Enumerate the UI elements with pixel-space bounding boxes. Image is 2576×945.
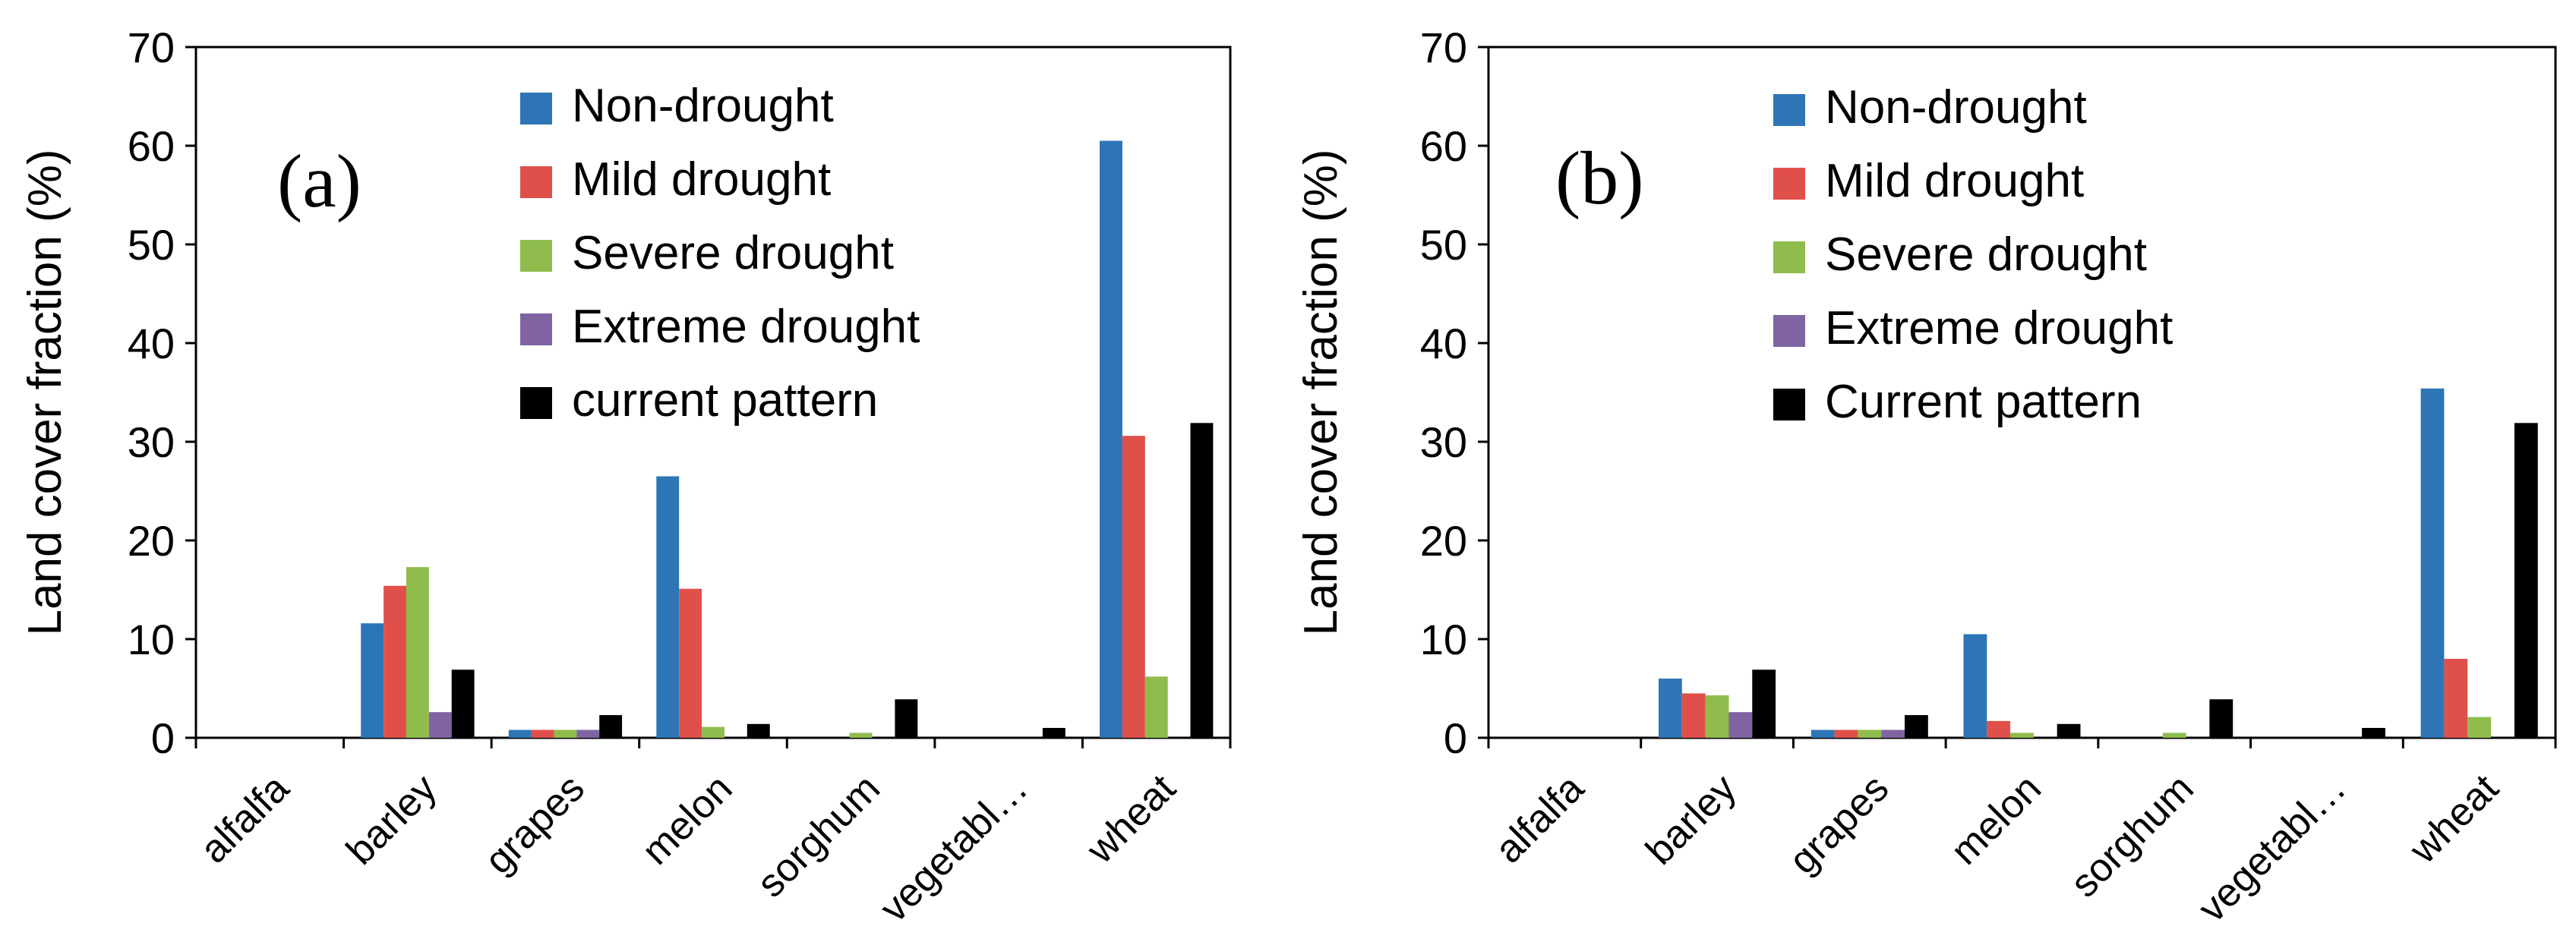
bar-current-pattern-wheat xyxy=(2514,423,2538,738)
legend-swatch-severe-drought xyxy=(1773,241,1805,273)
legend-swatch-severe-drought xyxy=(520,240,552,272)
legend-label-severe-drought: Severe drought xyxy=(572,227,894,279)
bar-non-drought-melon xyxy=(1963,634,1987,738)
y-tick-label: 60 xyxy=(128,122,175,170)
bar-non-drought-grapes xyxy=(1810,729,1835,738)
y-tick-label: 20 xyxy=(1420,517,1467,565)
legend-label-non-drought: Non-drought xyxy=(1825,81,2087,134)
legend-swatch-current-pattern xyxy=(520,387,552,419)
y-tick-label: 10 xyxy=(1420,616,1467,663)
bar-mild-drought-wheat xyxy=(2444,659,2468,738)
bar-non-drought-grapes xyxy=(508,729,532,738)
y-tick-label: 70 xyxy=(1420,24,1467,71)
bar-severe-drought-barley xyxy=(1705,695,1729,738)
bar-current-pattern-grapes xyxy=(599,715,623,738)
x-tick-label: melon xyxy=(633,766,740,873)
legend-label-severe-drought: Severe drought xyxy=(1825,228,2147,281)
bar-mild-drought-melon xyxy=(1987,720,2011,738)
bar-current-pattern-vegetabl xyxy=(2362,728,2385,738)
panel-label: (b) xyxy=(1555,136,1644,220)
y-tick-label: 30 xyxy=(128,418,175,466)
legend-label-non-drought: Non-drought xyxy=(572,80,834,132)
legend-label-mild-drought: Mild drought xyxy=(1825,155,2084,207)
bar-current-pattern-grapes xyxy=(1905,715,1928,738)
x-tick-label: vegetabl… xyxy=(872,766,1037,931)
legend-label-extreme-drought: Extreme drought xyxy=(1825,302,2173,354)
legend-swatch-non-drought xyxy=(520,93,552,124)
bar-severe-drought-wheat xyxy=(1144,676,1168,738)
y-tick-label: 70 xyxy=(128,24,175,71)
legend-swatch-non-drought xyxy=(1773,94,1805,126)
bar-severe-drought-grapes xyxy=(1858,729,1882,738)
x-tick-label: wheat xyxy=(1078,766,1184,872)
y-axis-label: Land cover fraction (%) xyxy=(1295,150,1347,636)
bar-mild-drought-grapes xyxy=(531,729,554,738)
y-tick-label: 40 xyxy=(128,320,175,367)
x-tick-label: vegetabl… xyxy=(2190,766,2355,931)
bar-severe-drought-sorghum xyxy=(849,732,873,738)
x-tick-label: grapes xyxy=(476,766,592,882)
y-tick-label: 30 xyxy=(1420,418,1467,466)
legend-label-current-pattern: Current pattern xyxy=(1825,376,2142,428)
legend-swatch-mild-drought xyxy=(1773,168,1805,200)
y-tick-label: 10 xyxy=(128,616,175,663)
bar-extreme-drought-barley xyxy=(428,712,452,738)
bar-non-drought-barley xyxy=(1659,679,1682,738)
chart-panel-b: 0 10 20 30 40 50 60 70 alfalfa barley grapes melon s… xyxy=(1295,24,2557,931)
y-tick-label: 60 xyxy=(1420,122,1467,170)
bar-current-pattern-barley xyxy=(451,669,475,738)
bar-severe-drought-wheat xyxy=(2467,717,2491,738)
chart-panel-a: 0 10 20 30 40 50 60 70 alfalfa barley grapes melon s… xyxy=(19,24,1232,931)
bar-current-pattern-melon xyxy=(2057,723,2081,738)
bar-extreme-drought-grapes xyxy=(576,729,600,738)
bar-severe-drought-melon xyxy=(2010,732,2034,738)
bar-mild-drought-barley xyxy=(384,585,406,738)
x-tick-label: alfalfa xyxy=(1487,766,1593,871)
x-tick-label: sorghum xyxy=(749,766,889,906)
bar-non-drought-wheat xyxy=(2420,388,2445,738)
bar-current-pattern-barley xyxy=(1752,669,1776,738)
x-tick-label: alfalfa xyxy=(192,766,298,871)
bar-severe-drought-barley xyxy=(406,567,429,738)
y-tick-label: 50 xyxy=(128,221,175,269)
x-tick-label: barley xyxy=(338,766,445,873)
legend-label-mild-drought: Mild drought xyxy=(572,153,831,206)
y-tick-label: 50 xyxy=(1420,221,1467,269)
bar-non-drought-barley xyxy=(361,623,384,738)
legend-label-current-pattern: current pattern xyxy=(572,374,878,427)
bar-current-pattern-vegetabl xyxy=(1042,728,1065,738)
y-tick-label: 0 xyxy=(1444,714,1467,762)
bar-current-pattern-melon xyxy=(747,723,770,738)
panel-label: (a) xyxy=(277,139,361,223)
bar-current-pattern-wheat xyxy=(1190,423,1214,738)
y-tick-label: 0 xyxy=(151,714,175,762)
y-tick-label: 20 xyxy=(128,517,175,565)
bar-non-drought-wheat xyxy=(1100,140,1122,738)
x-tick-label: barley xyxy=(1637,766,1744,873)
bar-current-pattern-sorghum xyxy=(895,699,918,738)
bar-non-drought-melon xyxy=(656,476,680,738)
y-tick-label: 40 xyxy=(1420,320,1467,367)
bar-extreme-drought-grapes xyxy=(1881,729,1905,738)
x-tick-label: wheat xyxy=(2401,766,2507,872)
bar-mild-drought-barley xyxy=(1681,693,1706,738)
bar-mild-drought-melon xyxy=(679,588,702,738)
x-tick-label: melon xyxy=(1943,766,2050,873)
legend-swatch-mild-drought xyxy=(520,166,552,198)
x-tick-label: grapes xyxy=(1781,766,1897,882)
bar-mild-drought-grapes xyxy=(1834,729,1858,738)
x-tick-label: sorghum xyxy=(2063,766,2202,906)
bar-severe-drought-grapes xyxy=(554,729,577,738)
bar-severe-drought-melon xyxy=(702,726,724,738)
bar-mild-drought-wheat xyxy=(1122,436,1145,738)
bar-severe-drought-sorghum xyxy=(2162,732,2186,738)
y-axis-label: Land cover fraction (%) xyxy=(19,150,71,636)
legend-label-extreme-drought: Extreme drought xyxy=(572,301,920,353)
bar-extreme-drought-barley xyxy=(1728,712,1753,738)
legend-swatch-current-pattern xyxy=(1773,389,1805,421)
legend-swatch-extreme-drought xyxy=(1773,315,1805,347)
legend-swatch-extreme-drought xyxy=(520,313,552,345)
bar-current-pattern-sorghum xyxy=(2209,699,2233,738)
